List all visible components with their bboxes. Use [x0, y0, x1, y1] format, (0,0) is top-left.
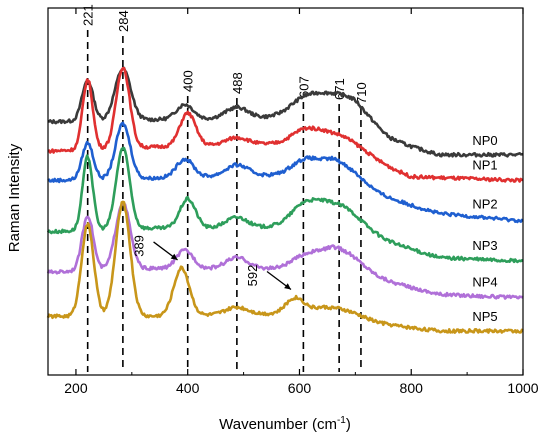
series-line-np1	[47, 66, 524, 183]
plot-frame	[47, 7, 524, 376]
series-line-np2	[47, 121, 524, 224]
series-line-np3	[46, 146, 524, 264]
series-label-np4: NP4	[472, 275, 497, 290]
series-label-np5: NP5	[472, 309, 497, 324]
peak-label-400: 400	[181, 70, 196, 92]
x-axis-title-sup: -1	[337, 415, 346, 426]
annotation-label-389: 389	[132, 235, 147, 257]
x-axis-title-close: )	[346, 416, 351, 433]
peak-label-488: 488	[230, 72, 245, 94]
series-line-np5	[46, 200, 524, 334]
series-label-np3: NP3	[472, 238, 497, 253]
series-line-np0	[47, 66, 524, 158]
peak-annotations: 389 592	[132, 235, 292, 291]
peak-label-284: 284	[116, 10, 131, 32]
annotation-label-592: 592	[245, 265, 260, 287]
series-label-np0: NP0	[472, 133, 497, 148]
y-axis-title: Raman Intensity	[6, 143, 23, 252]
peak-label-710: 710	[354, 82, 369, 104]
x-tick-label: 600	[288, 380, 312, 396]
x-axis-title-main: Wavenumber (cm	[219, 416, 337, 433]
annotation-arrowhead-389	[170, 253, 178, 260]
x-tick-label: 1000	[507, 380, 538, 396]
x-tick-label: 800	[400, 380, 424, 396]
x-tick-label: 200	[64, 380, 88, 396]
annotation-arrowhead-592	[284, 283, 291, 290]
axes: 200 400 600 800 1000	[47, 7, 539, 396]
series-label-np2: NP2	[472, 196, 497, 211]
x-axis-title: Wavenumber (cm-1)	[219, 415, 351, 433]
x-tick-label: 400	[176, 380, 200, 396]
peak-label-221: 221	[81, 4, 96, 26]
series-lines: NP0 NP1 NP2 NP3 NP4 NP5	[46, 66, 524, 334]
series-label-np1: NP1	[472, 158, 497, 173]
